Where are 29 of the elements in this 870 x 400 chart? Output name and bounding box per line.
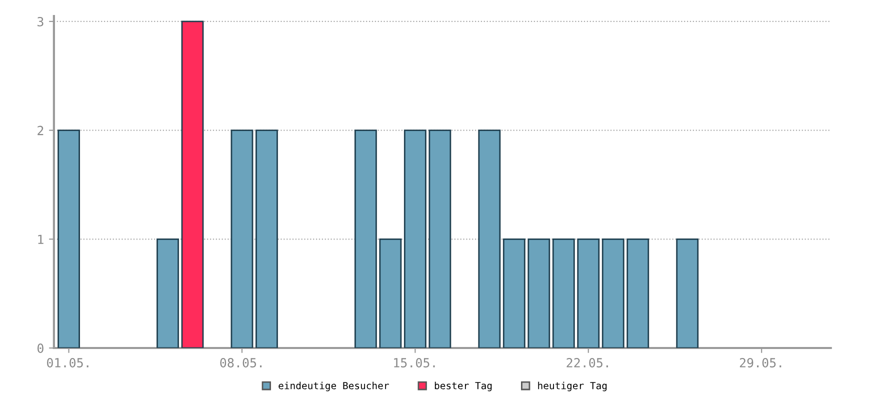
bar <box>577 238 600 348</box>
x-tick-label: 29.05. <box>740 358 782 368</box>
legend-label: eindeutige Besucher <box>278 382 389 392</box>
bar <box>626 238 650 348</box>
bar <box>676 238 699 348</box>
bar <box>354 130 377 348</box>
y-tick-label: 3 <box>38 16 44 26</box>
x-tick-label: 15.05. <box>394 358 435 368</box>
bar <box>404 130 426 348</box>
y-tick-label: 1 <box>38 234 44 244</box>
x-tick-label: 08.05. <box>220 358 262 368</box>
bar <box>428 130 452 348</box>
bar <box>256 130 278 348</box>
bar <box>602 238 624 348</box>
legend-label: heutiger Tag <box>538 382 607 392</box>
bar <box>58 130 80 348</box>
bar <box>478 130 501 348</box>
y-tick-label: 2 <box>38 126 44 136</box>
bar <box>502 238 526 348</box>
x-tick-label: 01.05. <box>47 358 88 368</box>
bar <box>156 238 179 348</box>
bar <box>552 238 575 348</box>
bar <box>230 130 254 348</box>
legend-label: bester Tag <box>434 382 492 392</box>
y-tick-label: 0 <box>38 344 44 353</box>
bar <box>528 238 550 348</box>
bar <box>379 238 402 348</box>
x-tick-label: 22.05. <box>566 358 608 368</box>
bar <box>181 20 204 348</box>
